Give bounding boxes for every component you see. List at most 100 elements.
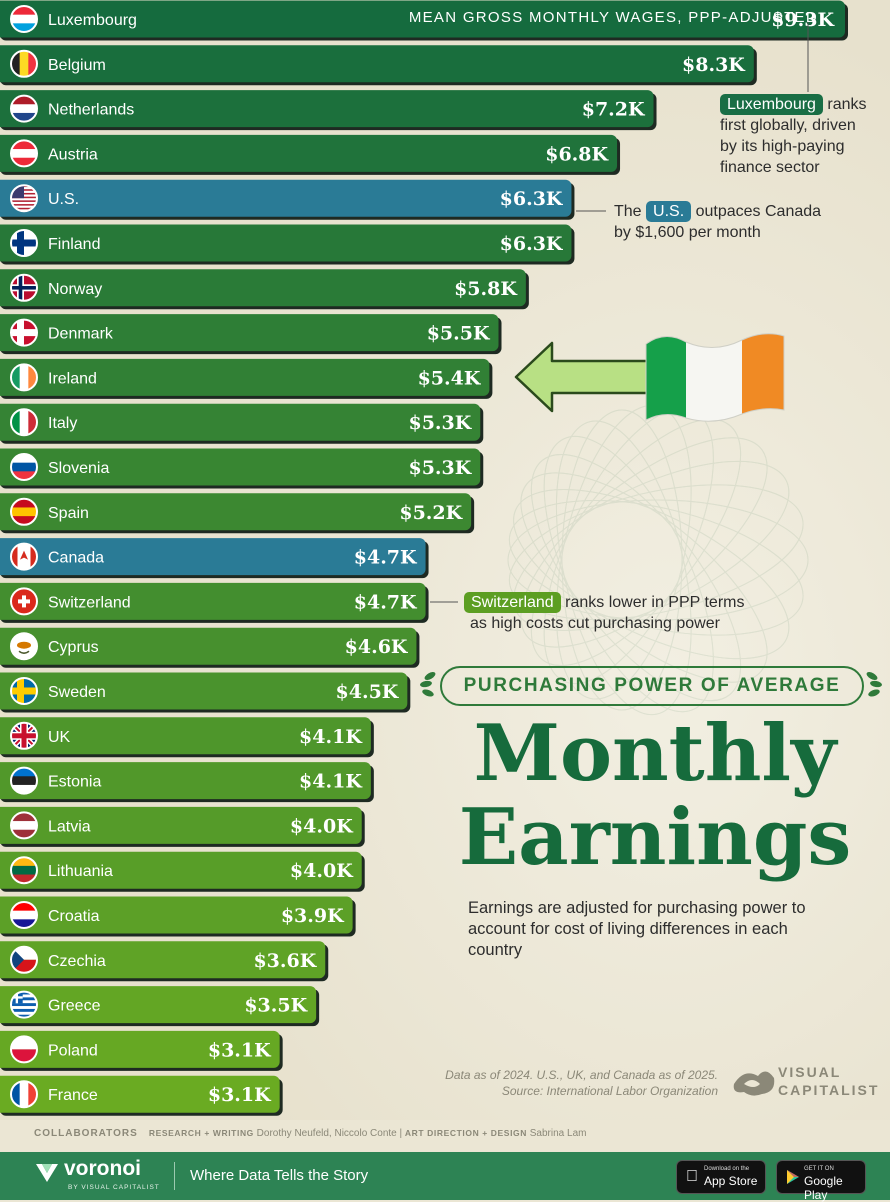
bar	[0, 1030, 280, 1068]
bar-group: France $3.1K	[0, 1075, 283, 1116]
bar	[0, 90, 654, 128]
category-label: Luxembourg	[48, 12, 137, 29]
bar	[0, 941, 326, 979]
bar-group: Spain $5.2K	[0, 493, 475, 534]
value-label: $7.2K	[582, 99, 646, 121]
category-label: Poland	[48, 1042, 98, 1059]
bar	[0, 762, 371, 800]
bar-group: Denmark $5.5K	[0, 314, 502, 355]
luxembourg-annotation-line: finance sector	[720, 159, 820, 176]
bar	[0, 0, 845, 38]
bar	[0, 493, 472, 531]
apple-icon: 	[686, 1168, 698, 1186]
value-label: $4.7K	[354, 591, 418, 613]
switzerland-annotation: Switzerland ranks lower in PPP terms as …	[464, 592, 864, 634]
category-label: Switzerland	[48, 594, 131, 611]
uk-flag-icon	[10, 721, 38, 750]
value-label: $8.3K	[682, 54, 746, 76]
bar-group: Netherlands $7.2K	[0, 90, 657, 131]
research-label: RESEARCH + WRITING	[148, 1128, 254, 1138]
bar	[0, 448, 481, 486]
bar-group: Czechia $3.6K	[0, 941, 329, 982]
bar	[0, 1075, 280, 1113]
switzerland-annotation-line: as high costs cut purchasing power	[470, 615, 720, 632]
metric-label: MEAN GROSS MONTHLY WAGES, PPP-ADJUSTED	[408, 9, 818, 26]
bar	[0, 627, 417, 665]
bar-group: Cyprus $4.6K	[0, 627, 420, 668]
bar-group: Lithuania $4.0K	[0, 851, 365, 892]
bar	[0, 403, 481, 441]
category-label: Estonia	[48, 774, 101, 791]
source-note: Data as of 2024. U.S., UK, and Canada as…	[445, 1068, 718, 1082]
value-label: $3.6K	[253, 950, 317, 972]
france-flag-icon	[10, 1080, 38, 1109]
chart-description: Earnings are adjusted for purchasing pow…	[468, 899, 806, 959]
bar	[0, 45, 754, 83]
luxembourg-annotation-line: by its high-paying	[720, 138, 845, 155]
bar-group: Italy $5.3K	[0, 403, 484, 444]
bar-group: Sweden $4.5K	[0, 672, 411, 713]
app-store-caption: Download on the	[704, 1166, 750, 1172]
category-label: Denmark	[48, 326, 114, 343]
us-annotation-prefix: The	[614, 203, 642, 220]
bar-group: Belgium $8.3K	[0, 45, 757, 86]
spain-flag-icon	[10, 497, 38, 526]
bar	[0, 896, 353, 934]
canada-flag-icon	[10, 542, 38, 571]
voronoi-wordmark[interactable]: voronoi	[64, 1157, 141, 1180]
category-label: Spain	[48, 505, 89, 522]
category-label: Norway	[48, 281, 102, 298]
laurel-right-icon	[866, 672, 882, 697]
latvia-flag-icon	[10, 811, 38, 840]
footer-tagline: Where Data Tells the Story	[190, 1167, 369, 1184]
bar-group: Norway $5.8K	[0, 269, 529, 310]
google-play-button[interactable]: GET IT ON Google Play	[776, 1160, 866, 1202]
bar-group: U.S. $6.3K	[0, 179, 575, 220]
voronoi-logo-icon	[36, 1164, 58, 1182]
value-label: $4.1K	[299, 771, 363, 793]
us-flag-icon	[10, 184, 38, 213]
category-label: Finland	[48, 236, 100, 253]
bar-group: Austria $6.8K	[0, 134, 621, 175]
category-label: U.S.	[48, 191, 79, 208]
bar	[0, 672, 408, 710]
finland-flag-icon	[10, 229, 38, 257]
chart-title-line-1: Monthly	[473, 708, 837, 799]
laurel-left-icon	[420, 672, 436, 697]
us-annotation-line: by $1,600 per month	[614, 224, 761, 241]
google-play-icon	[787, 1170, 799, 1184]
value-label: $3.9K	[281, 905, 345, 927]
bar	[0, 134, 618, 172]
value-label: $4.5K	[336, 681, 400, 703]
footer-bar: voronoi BY VISUAL CAPITALIST Where Data …	[0, 1152, 890, 1202]
category-label: Croatia	[48, 908, 100, 925]
ireland-flag-icon	[10, 363, 38, 392]
slovenia-flag-icon	[10, 453, 38, 481]
credits: COLLABORATORS RESEARCH + WRITING Dorothy…	[34, 1128, 586, 1139]
bar-group: Estonia $4.1K	[0, 762, 374, 803]
bar	[0, 582, 426, 620]
category-label: Italy	[48, 415, 77, 432]
norway-flag-icon	[10, 273, 38, 302]
app-store-label: App Store	[704, 1174, 758, 1188]
czechia-flag-icon	[10, 945, 38, 974]
us-annotation: The U.S. outpaces Canada by $1,600 per m…	[614, 201, 874, 243]
category-label: Ireland	[48, 370, 97, 387]
poland-flag-icon	[10, 1035, 38, 1064]
category-label: Netherlands	[48, 102, 134, 119]
category-label: Sweden	[48, 684, 106, 701]
value-label: $6.8K	[545, 143, 609, 165]
category-label: Austria	[48, 146, 98, 163]
luxembourg-annotation-text: ranks	[827, 96, 867, 113]
app-store-button[interactable]:  Download on the App Store	[676, 1160, 766, 1194]
category-label: Canada	[48, 550, 104, 567]
category-label: France	[48, 1087, 98, 1104]
category-label: Latvia	[48, 818, 91, 835]
value-label: $3.1K	[208, 1039, 272, 1061]
bar	[0, 179, 572, 217]
value-label: $5.5K	[427, 323, 491, 345]
visual-capitalist-logo-icon	[733, 1071, 775, 1096]
category-label: Slovenia	[48, 460, 109, 477]
switzerland-flag-icon	[10, 587, 38, 616]
bar-group: Luxembourg $9.3K	[0, 0, 848, 41]
